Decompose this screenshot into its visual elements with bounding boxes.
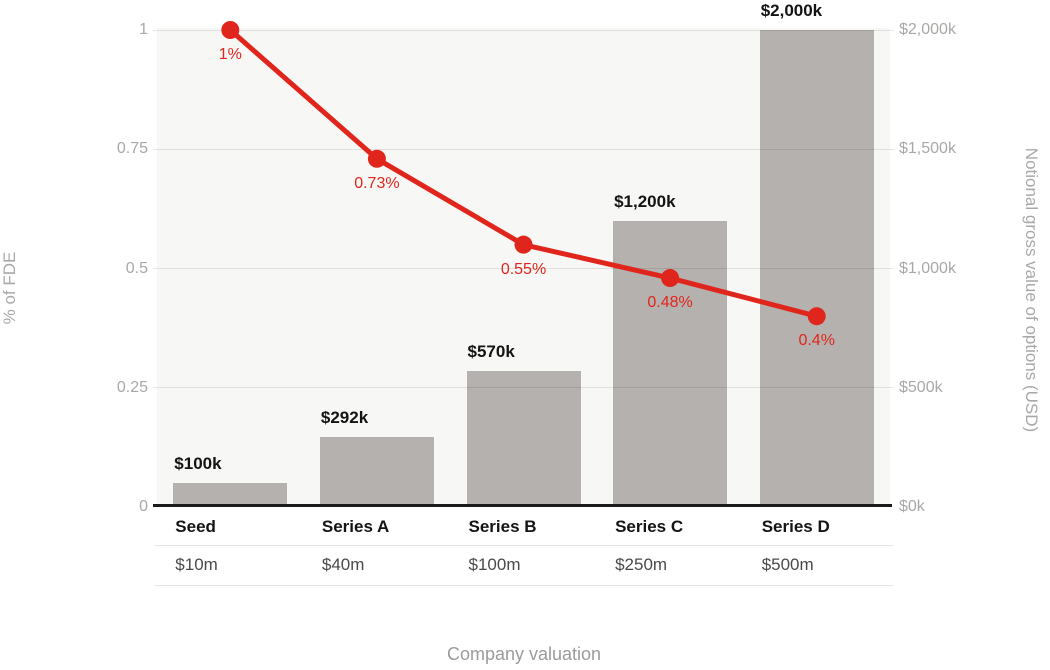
line-point-label: 0.4% bbox=[798, 332, 835, 350]
bar-value-label: $2,000k bbox=[760, 1, 823, 20]
gridline bbox=[153, 29, 894, 31]
right-axis-title: Notional gross value of options (USD) bbox=[1022, 147, 1041, 433]
left-axis-title: % of FDE bbox=[0, 251, 19, 325]
category-label: Series D bbox=[761, 517, 830, 536]
bar bbox=[759, 30, 874, 507]
category-valuation: $250m bbox=[615, 555, 668, 574]
bar-value-label: $1,200k bbox=[614, 191, 676, 211]
gridline bbox=[153, 148, 894, 150]
right-axis-tick-label: $500k bbox=[899, 378, 943, 396]
right-axis-tick-label: $1,500k bbox=[899, 140, 956, 158]
table-divider-top bbox=[155, 545, 893, 546]
bar-value-label: $292k bbox=[320, 408, 369, 428]
gridline bbox=[153, 268, 894, 269]
line-point-label: 0.55% bbox=[500, 260, 547, 278]
category-valuation: $10m bbox=[175, 555, 218, 574]
gridline bbox=[153, 387, 894, 389]
category-label: Series C bbox=[615, 517, 684, 536]
bar-value-label: $100k bbox=[174, 454, 222, 474]
category-valuation: $100m bbox=[468, 555, 521, 574]
left-axis-tick-label: 1 bbox=[139, 21, 148, 38]
table-divider-bottom bbox=[155, 585, 893, 586]
line-data-point bbox=[661, 269, 680, 288]
line-data-point bbox=[807, 307, 826, 326]
line-data-point bbox=[221, 21, 240, 39]
left-axis-tick-label: 0.25 bbox=[116, 378, 148, 396]
right-axis-tick-label: $1,000k bbox=[899, 259, 956, 277]
bar bbox=[319, 437, 434, 507]
category-label: Seed bbox=[175, 517, 216, 536]
category-label: Series A bbox=[321, 517, 390, 536]
category-valuation: $500m bbox=[761, 555, 814, 574]
line-data-point bbox=[514, 235, 533, 254]
line-point-label: 0.48% bbox=[647, 294, 693, 312]
category-label: Series B bbox=[468, 517, 537, 536]
bar bbox=[173, 483, 288, 507]
bar bbox=[466, 371, 581, 507]
category-valuation: $40m bbox=[321, 555, 365, 574]
left-axis-tick-label: 0.5 bbox=[125, 259, 148, 277]
left-axis-tick-label: 0 bbox=[139, 498, 148, 515]
right-axis-tick-label: $0k bbox=[899, 498, 925, 515]
left-axis-tick-label: 0.75 bbox=[116, 140, 148, 158]
line-point-label: 1% bbox=[218, 46, 242, 63]
x-axis-line bbox=[153, 504, 892, 507]
right-axis-tick-label: $2,000k bbox=[899, 21, 956, 38]
x-axis-title: Company valuation bbox=[446, 644, 602, 664]
bar-value-label: $570k bbox=[467, 342, 515, 362]
line-data-point bbox=[367, 149, 386, 168]
line-point-label: 0.73% bbox=[354, 174, 400, 192]
